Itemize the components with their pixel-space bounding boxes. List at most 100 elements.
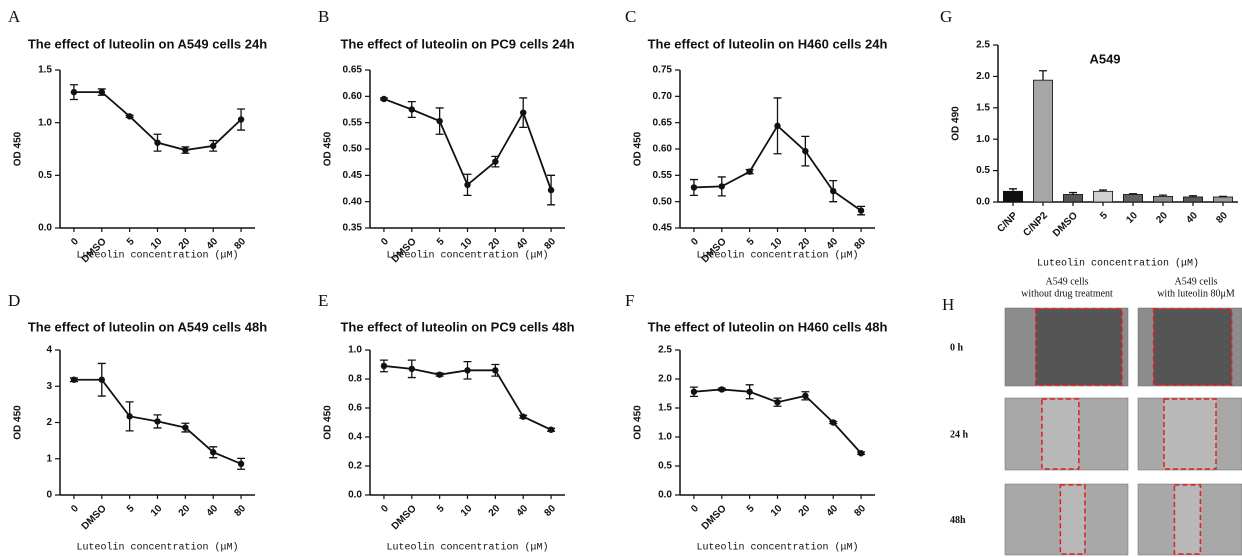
x-axis-title: Luteolin concentration (μM) [76, 542, 238, 554]
x-tick-label: 20 [487, 236, 503, 252]
x-tick-label: C/NP [995, 210, 1020, 235]
x-tick-label: 0 [689, 236, 701, 248]
wound-gap [1036, 309, 1122, 385]
point [436, 118, 442, 124]
x-tick-label: 10 [769, 236, 785, 252]
point [691, 389, 697, 395]
y-tick-label: 0.70 [653, 91, 673, 102]
x-tick-label: 5 [125, 236, 137, 248]
x-tick-label: 20 [797, 503, 813, 519]
x-tick-label: 40 [205, 236, 221, 252]
y-tick-label: 0.2 [348, 461, 362, 472]
point [210, 449, 216, 455]
x-tick-label: 80 [232, 236, 248, 252]
x-tick-label: DMSO [390, 503, 419, 532]
bar [1183, 197, 1202, 202]
y-tick-label: 2.5 [976, 40, 990, 51]
y-axis-title: OD 450 [13, 405, 24, 440]
y-tick-label: 0.75 [653, 65, 673, 76]
y-tick-label: 1.0 [976, 134, 990, 145]
bar [1093, 191, 1112, 202]
y-axis-title: OD 450 [633, 131, 644, 166]
y-tick-label: 0.0 [976, 197, 990, 208]
error-bar [1039, 71, 1047, 80]
chart-title: The effect of luteolin on A549 cells 48h [28, 319, 267, 334]
point [381, 363, 387, 369]
figure: A The effect of luteolin on A549 cells 24… [0, 0, 1242, 557]
point [802, 393, 808, 399]
point [719, 183, 725, 189]
y-tick-label: 0.5 [658, 461, 672, 472]
chart-title: The effect of luteolin on PC9 cells 24h [340, 36, 574, 51]
wound-gap [1042, 399, 1079, 469]
x-tick-label: 10 [459, 503, 475, 519]
y-tick-label: 0.45 [653, 223, 673, 234]
x-tick-label: DMSO [80, 503, 109, 532]
x-axis-title: Luteolin concentration (μM) [386, 542, 548, 554]
point [464, 182, 470, 188]
point [182, 424, 188, 430]
panel-letter: C [625, 7, 636, 26]
y-axis-title: OD 450 [323, 131, 334, 166]
chart-title: The effect of luteolin on A549 cells 24h [28, 36, 267, 51]
y-tick-label: 0.35 [343, 223, 363, 234]
x-tick-label: 10 [149, 236, 165, 252]
x-tick-label: 80 [852, 503, 868, 519]
y-tick-label: 0.0 [658, 490, 672, 501]
x-tick-label: 20 [487, 503, 503, 519]
point [238, 116, 244, 122]
point [830, 188, 836, 194]
point [71, 89, 77, 95]
x-tick-label: 40 [825, 503, 841, 519]
y-tick-label: 4 [46, 345, 52, 356]
point [154, 418, 160, 424]
x-tick-label: 80 [542, 503, 558, 519]
y-tick-label: 0.55 [343, 117, 363, 128]
x-tick-label: 10 [1124, 210, 1140, 226]
x-tick-label: 5 [125, 503, 137, 515]
chart-title: The effect of luteolin on PC9 cells 48h [340, 319, 574, 334]
panel-letter: E [318, 291, 328, 310]
y-tick-label: 0.60 [343, 91, 363, 102]
y-tick-label: 1.5 [976, 102, 990, 113]
bar [1003, 191, 1022, 202]
panel-letter: A [8, 7, 21, 26]
point [746, 168, 752, 174]
y-axis-title: OD 450 [633, 405, 644, 440]
point [99, 89, 105, 95]
x-tick-label: 40 [205, 503, 221, 519]
x-tick-label: 0 [69, 236, 81, 248]
point [520, 414, 526, 420]
point [858, 450, 864, 456]
y-tick-label: 2.0 [658, 374, 672, 385]
y-tick-label: 1.0 [38, 117, 52, 128]
panel-letter: B [318, 7, 329, 26]
y-tick-label: 2 [46, 417, 52, 428]
x-tick-label: 20 [177, 236, 193, 252]
row-label: 48h [950, 515, 966, 526]
point [210, 143, 216, 149]
y-tick-label: 0.50 [343, 144, 363, 155]
bar [1213, 197, 1232, 202]
y-tick-label: 0.50 [653, 196, 673, 207]
x-tick-label: 80 [232, 503, 248, 519]
x-tick-label: 0 [69, 503, 81, 515]
point [464, 367, 470, 373]
x-axis-title: Luteolin concentration (μM) [1037, 258, 1199, 270]
y-tick-label: 1.5 [38, 65, 52, 76]
point [492, 158, 498, 164]
x-tick-label: 20 [1154, 210, 1170, 226]
x-tick-label: 5 [1098, 210, 1110, 222]
y-tick-label: 0.55 [653, 170, 673, 181]
panel-letter: H [942, 295, 954, 314]
bar [1123, 194, 1142, 202]
chart-title: The effect of luteolin on H460 cells 48h [648, 319, 888, 334]
point [548, 187, 554, 193]
point [858, 207, 864, 213]
y-tick-label: 0.4 [348, 432, 362, 443]
y-tick-label: 0.65 [653, 117, 673, 128]
x-tick-label: 0 [689, 503, 701, 515]
x-tick-label: 5 [745, 236, 757, 248]
x-tick-label: 10 [769, 503, 785, 519]
x-axis-title: Luteolin concentration (μM) [696, 542, 858, 554]
